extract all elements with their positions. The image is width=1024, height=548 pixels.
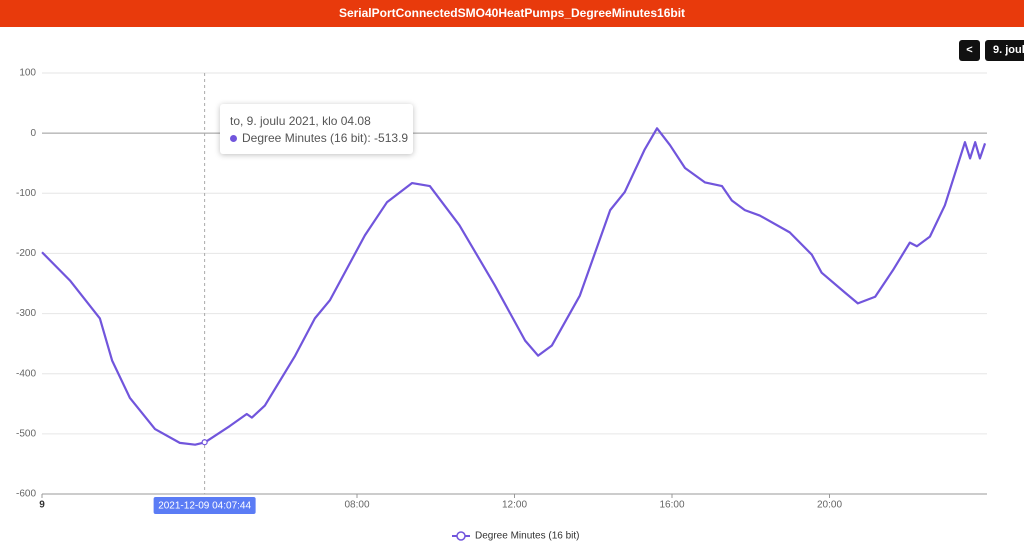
- y-tick-label: -500: [16, 428, 36, 439]
- x-tick-label: 9: [39, 500, 45, 511]
- y-tick-label: -200: [16, 248, 36, 259]
- legend-marker: [456, 531, 466, 541]
- tooltip: to, 9. joulu 2021, klo 04.08 Degree Minu…: [220, 104, 413, 154]
- tooltip-text: Degree Minutes (16 bit): -513.9: [242, 131, 409, 145]
- y-tick-label: -400: [16, 368, 36, 379]
- legend-label: Degree Minutes (16 bit): [475, 531, 580, 542]
- series-line: [41, 127, 987, 446]
- cursor-label: 2021-12-09 04:07:44: [158, 501, 251, 512]
- date-button[interactable]: 9. joulu: [985, 40, 1024, 61]
- back-button[interactable]: <: [959, 40, 980, 61]
- y-tick-label: -600: [16, 489, 36, 500]
- cursor-label-bg: [153, 497, 256, 514]
- x-tick-label: 08:00: [344, 500, 369, 511]
- tooltip-title: to, 9. joulu 2021, klo 04.08: [230, 114, 371, 128]
- header-title: SerialPortConnectedSMO40HeatPumps_Degree…: [0, 0, 1024, 27]
- x-tick-label: 12:00: [502, 500, 527, 511]
- x-tick-label: 16:00: [659, 500, 684, 511]
- cursor-point: [201, 439, 208, 446]
- y-tick-label: 0: [30, 128, 36, 139]
- tooltip-dot: [230, 135, 237, 142]
- y-tick-label: 100: [19, 68, 36, 79]
- x-tick-label: 20:00: [817, 500, 842, 511]
- y-tick-label: -100: [16, 188, 36, 199]
- y-tick-label: -300: [16, 308, 36, 319]
